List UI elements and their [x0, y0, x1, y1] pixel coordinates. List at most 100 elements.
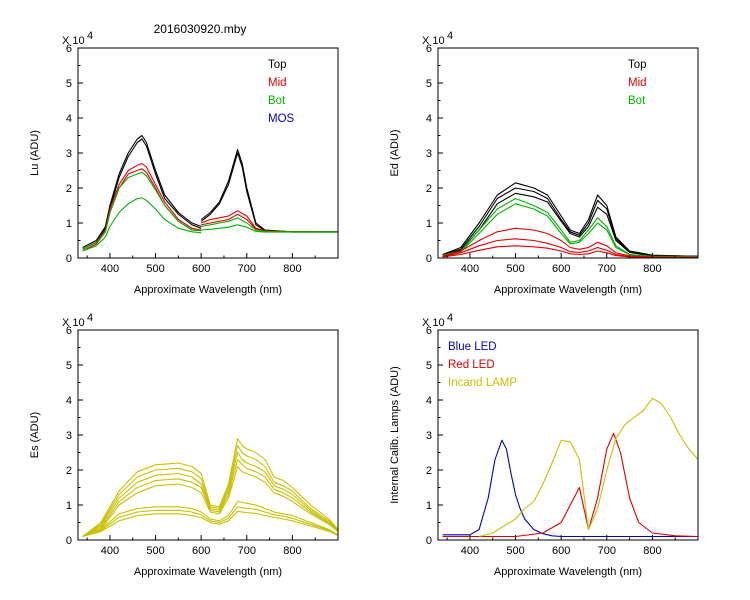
- calib-scale-label: X 10: [422, 317, 445, 329]
- lu-series-1-seg-1: [200, 152, 338, 233]
- ed-series-7: [442, 245, 698, 258]
- es-ytick-label: 4: [66, 395, 72, 407]
- es-series-2: [82, 451, 338, 537]
- es-scale-label: X 10: [62, 317, 85, 329]
- ed-legend-top: Top: [628, 59, 647, 71]
- calib-ytick-label: 4: [426, 395, 432, 407]
- es-xtick-label: 500: [146, 545, 164, 557]
- ed-scale-exponent: 4: [447, 30, 453, 42]
- calib-series-0: [442, 439, 698, 538]
- lu-series-5-seg-1: [201, 224, 338, 233]
- lu-series-0-seg-0: [82, 134, 202, 248]
- lu-ytick-label: 0: [66, 253, 72, 265]
- calib-xlabel: Approximate Wavelength (nm): [494, 566, 642, 578]
- calib-legend-incand-lamp: Incand LAMP: [448, 377, 517, 389]
- calib-ylabel: Internal Calib. Lamps (ADU): [389, 366, 401, 504]
- ed-series-4: [442, 203, 698, 258]
- ed-xlabel: Approximate Wavelength (nm): [494, 284, 642, 296]
- es-ytick-label: 1: [66, 500, 72, 512]
- lu-xlabel: Approximate Wavelength (nm): [134, 284, 282, 296]
- ed-ylabel: Ed (ADU): [389, 129, 401, 176]
- ed-series-2: [442, 192, 698, 257]
- lu-series-4-seg-0: [82, 171, 202, 250]
- lu-xtick-label: 800: [283, 263, 301, 275]
- es-ytick-label: 3: [66, 430, 72, 442]
- calib-xtick-label: 400: [461, 545, 479, 557]
- lu-ytick-label: 6: [66, 43, 72, 55]
- es-scale-exponent: 4: [87, 312, 93, 324]
- es-series-5: [82, 500, 338, 538]
- es-xtick-label: 800: [283, 545, 301, 557]
- es-ytick-label: 0: [66, 535, 72, 547]
- ed-series-6: [442, 238, 698, 258]
- calib-ytick-label: 3: [426, 430, 432, 442]
- ed-scale-label: X 10: [422, 35, 445, 47]
- calib-ytick-label: 6: [426, 325, 432, 337]
- es-xlabel: Approximate Wavelength (nm): [134, 566, 282, 578]
- lu-scale-label: X 10: [62, 35, 85, 47]
- ed-ytick-label: 2: [426, 183, 432, 195]
- lu-series: [82, 134, 338, 252]
- lu-series-2-seg-0: [82, 162, 202, 250]
- calib-legend-red-led: Red LED: [448, 359, 495, 371]
- ed-series-3: [442, 197, 698, 258]
- lu-legend-mid: Mid: [268, 77, 287, 89]
- lu-ytick-label: 4: [66, 113, 72, 125]
- lu-series-5-seg-0: [82, 197, 202, 252]
- es-series-4: [82, 465, 338, 538]
- ed-series-1: [442, 187, 698, 257]
- ed-xtick-label: 600: [552, 263, 570, 275]
- calib-series-1: [442, 432, 698, 538]
- es-series-1: [82, 444, 338, 537]
- calib-ytick-label: 0: [426, 535, 432, 547]
- ed-ytick-label: 0: [426, 253, 432, 265]
- lu-ytick-label: 2: [66, 183, 72, 195]
- lu-series-4-seg-1: [201, 217, 338, 233]
- lu-xtick-label: 400: [101, 263, 119, 275]
- es-ytick-label: 6: [66, 325, 72, 337]
- calib-xtick-label: 700: [598, 545, 616, 557]
- ed-ytick-label: 1: [426, 218, 432, 230]
- ed-xtick-label: 800: [643, 263, 661, 275]
- es-xtick-label: 400: [101, 545, 119, 557]
- lu-scale-exponent: 4: [87, 30, 93, 42]
- es-series-3: [82, 458, 338, 537]
- calib-ytick-label: 1: [426, 500, 432, 512]
- ed-ytick-label: 3: [426, 148, 432, 160]
- lu-ytick-label: 3: [66, 148, 72, 160]
- lu-ytick-label: 5: [66, 78, 72, 90]
- ed-legend-bot: Bot: [628, 95, 646, 107]
- calib-series: [442, 397, 698, 538]
- ed-series: [442, 182, 698, 258]
- ed-series-0: [442, 182, 698, 257]
- calib-scale-exponent: 4: [447, 312, 453, 324]
- lu-xtick-label: 700: [238, 263, 256, 275]
- calib-ytick-label: 5: [426, 360, 432, 372]
- es-series-0: [82, 437, 338, 537]
- calib-xtick-label: 800: [643, 545, 661, 557]
- lu-frame: [77, 47, 339, 259]
- lu-series-1-seg-0: [82, 138, 202, 250]
- ed-xtick-label: 500: [506, 263, 524, 275]
- es-xtick-label: 600: [192, 545, 210, 557]
- lu-series-3-seg-0: [82, 168, 202, 252]
- ed-ytick-label: 6: [426, 43, 432, 55]
- lu-legend-bot: Bot: [268, 95, 286, 107]
- es-xtick-label: 700: [238, 545, 256, 557]
- lu-xtick-label: 500: [146, 263, 164, 275]
- lu-legend-mos: MOS: [268, 113, 295, 125]
- lu-ytick-label: 1: [66, 218, 72, 230]
- calib-xtick-label: 500: [506, 545, 524, 557]
- es-series: [82, 437, 338, 538]
- ed-ytick-label: 4: [426, 113, 432, 125]
- lu-ylabel: Lu (ADU): [29, 130, 41, 176]
- ed-xtick-label: 700: [598, 263, 616, 275]
- es-ytick-label: 5: [66, 360, 72, 372]
- lu-series-0-seg-1: [200, 148, 338, 233]
- es-ytick-label: 2: [66, 465, 72, 477]
- es-series-6: [82, 506, 338, 538]
- es-ylabel: Es (ADU): [29, 412, 41, 458]
